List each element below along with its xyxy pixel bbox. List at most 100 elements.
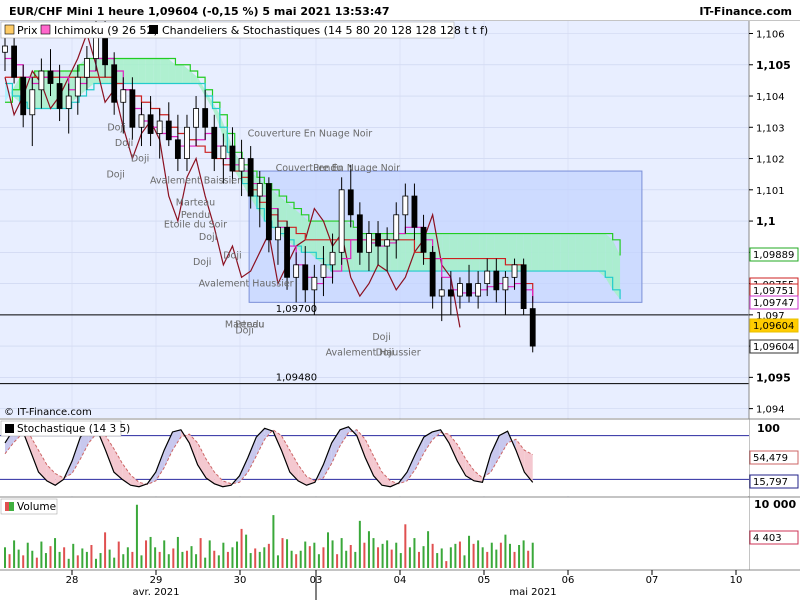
volume-bar xyxy=(135,504,138,568)
cloud-segment xyxy=(449,233,458,272)
volume-bar xyxy=(386,540,389,568)
volume-bar xyxy=(490,542,493,568)
candle-body xyxy=(347,189,354,216)
candle-body xyxy=(238,158,245,172)
price-tick-label: 1,106 xyxy=(756,30,785,41)
volume-axis: 10 000 4 403 xyxy=(749,498,799,545)
candle-body xyxy=(184,126,190,159)
volume-bar xyxy=(13,540,16,568)
volume-bar xyxy=(126,547,129,568)
pattern-label: Doji xyxy=(115,138,133,149)
candle-body xyxy=(247,158,254,197)
price-tick-label: 1,105 xyxy=(756,59,791,72)
volume-bar xyxy=(49,546,52,568)
volume-bar xyxy=(195,554,198,568)
stoch-fill-segment xyxy=(155,450,165,481)
volume-bar xyxy=(504,534,507,568)
stoch-fill-segment xyxy=(323,442,332,478)
candle-body xyxy=(111,64,118,103)
pattern-label: Avalement Baissier xyxy=(150,176,241,187)
stoch-legend-label[interactable]: Stochastique (14 3 5) xyxy=(17,423,130,435)
cloud-segment xyxy=(434,233,443,272)
volume-bar xyxy=(454,543,457,568)
volume-bar xyxy=(172,548,175,568)
candle-body xyxy=(320,264,327,278)
volume-bar xyxy=(81,548,84,568)
brand-label: IT-Finance.com xyxy=(699,5,792,18)
volume-bar xyxy=(149,536,152,568)
cloud-segment xyxy=(583,233,591,272)
volume-tick-label: 10 000 xyxy=(754,498,796,511)
pattern-label: Doji xyxy=(376,347,394,358)
candle-body xyxy=(511,264,518,278)
candle-body xyxy=(2,45,8,53)
volume-legend-label[interactable]: Volume xyxy=(17,501,56,513)
legend-chandeliers-swatch[interactable] xyxy=(149,25,158,34)
volume-bar xyxy=(208,540,211,568)
stoch-value-label: 15,797 xyxy=(753,477,788,488)
volume-bar xyxy=(513,551,516,568)
volume-bar xyxy=(531,542,534,568)
candle-body xyxy=(393,214,400,241)
stoch-fill-segment xyxy=(474,470,483,483)
volume-bar xyxy=(35,557,38,568)
candle-body xyxy=(202,108,209,128)
volume-bar xyxy=(477,540,480,568)
candle-body xyxy=(438,289,445,297)
stoch-fill-segment xyxy=(365,439,374,476)
volume-bar xyxy=(63,547,66,568)
stoch-fill-segment xyxy=(490,435,500,473)
stoch-fill-segment xyxy=(113,448,123,480)
legend-prix-swatch[interactable] xyxy=(4,24,15,35)
cloud-segment xyxy=(138,58,146,84)
candle-body xyxy=(493,270,500,291)
candle-body xyxy=(129,89,136,128)
cloud-segment xyxy=(538,233,546,272)
volume-bar xyxy=(422,546,425,568)
price-tick-label: 1,101 xyxy=(756,186,785,197)
volume-bar xyxy=(399,553,402,568)
candle-body xyxy=(520,264,527,309)
volume-bar xyxy=(90,545,93,568)
legend-ichimoku[interactable]: Ichimoku (9 26 52) xyxy=(54,24,158,37)
candle-body xyxy=(466,283,472,297)
volume-bar xyxy=(8,554,11,568)
candle-body xyxy=(457,283,463,297)
legend-chandeliers[interactable]: Chandeliers & Stochastiques (14 5 80 20 … xyxy=(162,24,488,37)
volume-bar xyxy=(327,532,330,568)
time-tick-label: 30 xyxy=(234,575,247,586)
volume-bar xyxy=(85,551,88,568)
candle-body xyxy=(484,270,491,284)
volume-bar xyxy=(122,554,125,568)
volume-legend-swatch-green[interactable] xyxy=(9,502,14,511)
pattern-label: Avalement Haussier xyxy=(199,279,294,290)
stoch-legend-bg xyxy=(0,420,122,437)
volume-bar xyxy=(26,542,29,568)
cloud-segment xyxy=(471,233,480,272)
volume-legend-swatch-red[interactable] xyxy=(5,502,9,511)
price-tick-label: 1,094 xyxy=(756,405,785,416)
volume-bar xyxy=(54,538,57,568)
volume-bar xyxy=(117,541,120,568)
cloud-segment xyxy=(145,58,154,84)
pattern-label: Pendu xyxy=(235,319,264,330)
volume-bar xyxy=(190,546,193,568)
volume-bar xyxy=(495,549,498,568)
legend-prix[interactable]: Prix xyxy=(17,24,38,37)
stoch-fill-segment xyxy=(289,450,299,481)
cloud-segment xyxy=(271,189,280,234)
stoch-value-box xyxy=(749,474,799,489)
cloud-segment xyxy=(494,233,502,272)
stoch-legend-swatch[interactable] xyxy=(5,424,14,433)
pattern-label: Doji xyxy=(199,232,217,243)
time-tick-label: 06 xyxy=(562,575,575,586)
time-tick-label: 28 xyxy=(66,575,79,586)
price-box-label: 1,09751 xyxy=(753,286,794,297)
stoch-fill-segment xyxy=(239,457,248,483)
legend-ichimoku-swatch[interactable] xyxy=(40,24,51,35)
candle-body xyxy=(256,183,263,197)
volume-bar xyxy=(258,551,261,568)
pattern-label: Doji xyxy=(107,122,125,133)
cloud-segment xyxy=(168,58,176,84)
